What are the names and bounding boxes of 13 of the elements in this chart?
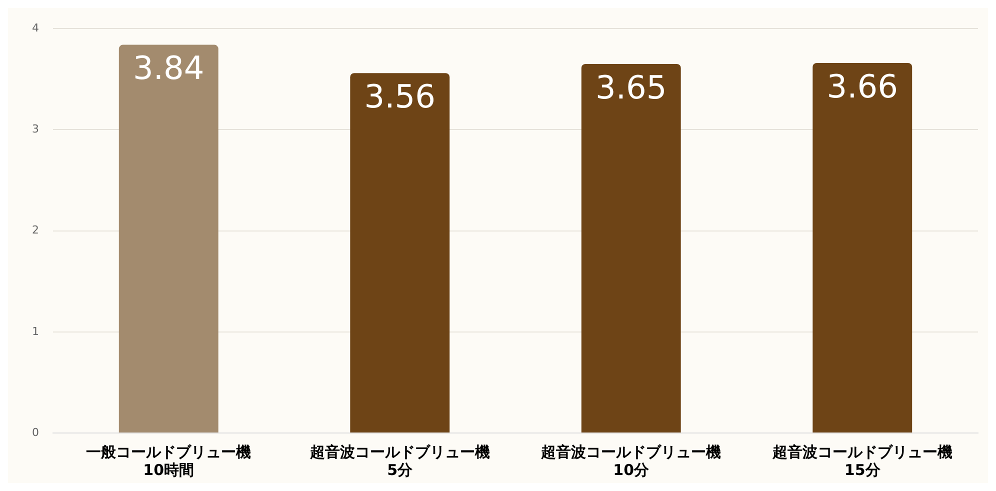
x-tick-label: 超音波コールドブリュー機 5分 <box>308 442 490 479</box>
y-tick-label: 0 <box>32 426 39 439</box>
x-tick-label: 一般コールドブリュー機 10時間 <box>86 442 252 479</box>
data-label: 3.65 <box>596 68 667 106</box>
y-tick-label: 4 <box>32 21 39 34</box>
data-label: 3.56 <box>364 77 436 116</box>
data-label: 3.84 <box>133 49 204 88</box>
data-label: 3.66 <box>826 67 898 106</box>
x-tick-label: 超音波コールドブリュー機 10分 <box>540 442 722 479</box>
y-tick-label: 3 <box>32 122 39 136</box>
y-tick-label: 2 <box>32 224 39 237</box>
x-tick-label: 超音波コールドブリュー機 15分 <box>771 442 952 479</box>
y-tick-label: 1 <box>32 324 39 338</box>
